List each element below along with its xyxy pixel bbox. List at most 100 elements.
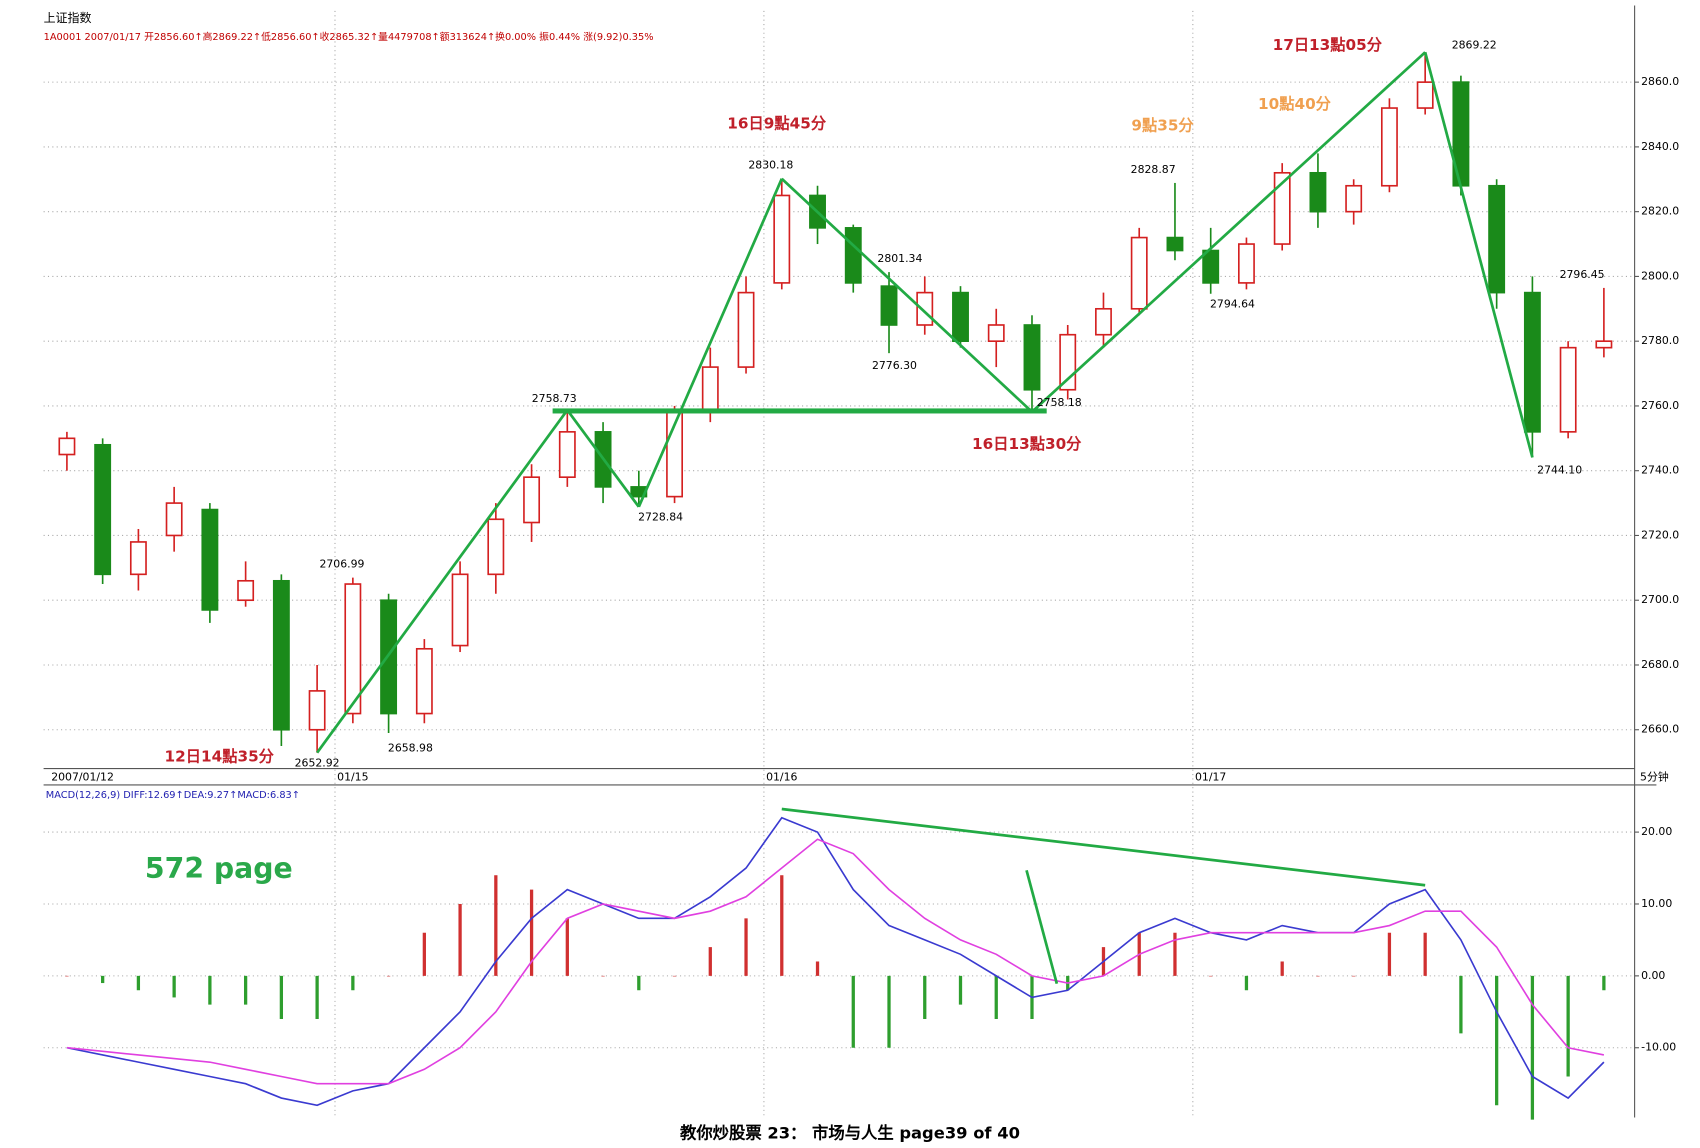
macd-bar — [1173, 932, 1177, 976]
trend-line — [1031, 51, 1427, 413]
macd-bar — [1209, 975, 1213, 977]
candle-body — [1345, 184, 1363, 213]
macd-bar — [672, 975, 677, 977]
point-label: 2776.30 — [872, 359, 917, 372]
candle-body — [308, 690, 326, 731]
candle-body — [1595, 340, 1613, 349]
y-tick-label: 2660.0 — [1641, 723, 1679, 736]
macd-title: MACD(12,26,9) DIFF:12.69↑DEA:9.27↑MACD:6… — [46, 790, 300, 801]
point-label: 2828.87 — [1131, 163, 1176, 176]
macd-bar — [422, 932, 426, 976]
macd-bar — [601, 975, 605, 977]
macd-bar — [279, 975, 284, 1019]
candle-body — [487, 518, 505, 576]
candle-body — [1309, 171, 1327, 213]
macd-bar — [637, 975, 641, 991]
candle-body — [129, 541, 147, 576]
macd-bar — [887, 975, 891, 1048]
candle-body — [272, 579, 290, 731]
macd-bar — [994, 975, 998, 1019]
point-label: 2758.73 — [532, 392, 577, 405]
x-tick-label: 01/15 — [337, 770, 368, 783]
point-label: 2658.98 — [388, 741, 433, 754]
macd-bar — [1280, 961, 1284, 976]
annotation: 16日9點45分 — [727, 115, 827, 133]
macd-bar — [529, 889, 534, 976]
footer: 教你炒股票 23： 市场与人生 page39 of 40 — [680, 1123, 1020, 1142]
candle-body — [58, 437, 76, 456]
macd-bar — [458, 903, 462, 976]
y-tick-label: 2700.0 — [1641, 593, 1679, 606]
y-tick-label: 2860.0 — [1641, 75, 1679, 88]
y-tick-label: 0.00 — [1641, 969, 1665, 982]
candle-body — [1095, 307, 1112, 336]
trend-line — [316, 409, 569, 754]
macd-bar — [243, 975, 248, 1005]
point-label: 2652.92 — [295, 757, 340, 770]
x-tick-label: 01/16 — [766, 770, 797, 783]
candle-body — [1559, 346, 1577, 433]
annotation: 10點40分 — [1258, 95, 1332, 113]
candle-body — [201, 508, 219, 611]
macd-bar — [351, 975, 355, 991]
candle-body — [1166, 236, 1184, 252]
candle-body — [1523, 291, 1541, 433]
macd-bar — [815, 961, 820, 976]
y-tick-label: 20.00 — [1641, 825, 1672, 838]
x-tick-label: 01/17 — [1195, 770, 1226, 783]
annotation: 9點35分 — [1131, 117, 1194, 135]
candle-body — [558, 431, 576, 478]
macd-bar — [708, 947, 712, 976]
candle-body — [165, 502, 183, 537]
candle-body — [1202, 249, 1220, 284]
point-label: 2744.10 — [1537, 464, 1582, 477]
candle-body — [1380, 107, 1398, 187]
point-label: 2728.84 — [638, 511, 683, 524]
candle-body — [987, 324, 1005, 343]
y-tick-label: 2840.0 — [1641, 140, 1679, 153]
annotation: 17日13點05分 — [1273, 36, 1383, 54]
candle-body — [1488, 184, 1506, 294]
macd-bar — [1316, 975, 1320, 977]
divergence-arrow — [1025, 869, 1059, 985]
page-note: 572 page — [145, 852, 293, 885]
trend-line — [637, 178, 784, 508]
annotation: 12日14點35分 — [165, 748, 275, 766]
candle-body — [451, 573, 469, 647]
candle-body — [1238, 243, 1255, 284]
macd-bar — [65, 975, 69, 977]
macd-line — [66, 838, 1605, 1085]
macd-bar — [136, 975, 141, 991]
period-label: 5分钟 — [1640, 769, 1669, 783]
point-label: 2869.22 — [1452, 39, 1497, 52]
candle-body — [737, 291, 755, 368]
quote-line: 1A0001 2007/01/17 开2856.60↑高2869.22↑低285… — [44, 30, 654, 43]
y-tick-label: 2780.0 — [1641, 334, 1679, 347]
macd-bar — [1459, 975, 1463, 1034]
divergence-line — [781, 807, 1426, 887]
point-label: 2758.18 — [1037, 396, 1082, 409]
macd-bar — [1352, 975, 1356, 977]
macd-bar — [386, 975, 391, 977]
macd-bar — [208, 975, 212, 1005]
consolidation-box — [552, 408, 1047, 414]
candle-body — [701, 366, 719, 414]
y-tick-label: 2680.0 — [1641, 658, 1679, 671]
macd-bar — [565, 918, 569, 976]
candle-body — [1416, 81, 1434, 109]
y-tick-label: -10.00 — [1641, 1041, 1676, 1054]
candle-body — [1273, 171, 1291, 245]
candle-body — [415, 647, 433, 715]
candle-body — [1059, 333, 1077, 391]
point-label: 2796.45 — [1560, 268, 1605, 281]
point-label: 2801.34 — [877, 252, 922, 265]
macd-bar — [101, 975, 105, 984]
macd-bar — [1244, 975, 1249, 991]
macd-bar — [851, 975, 855, 1048]
candle-body — [773, 194, 791, 284]
candle-body — [523, 476, 541, 524]
macd-bar — [1566, 975, 1570, 1077]
candle-body — [94, 443, 112, 576]
